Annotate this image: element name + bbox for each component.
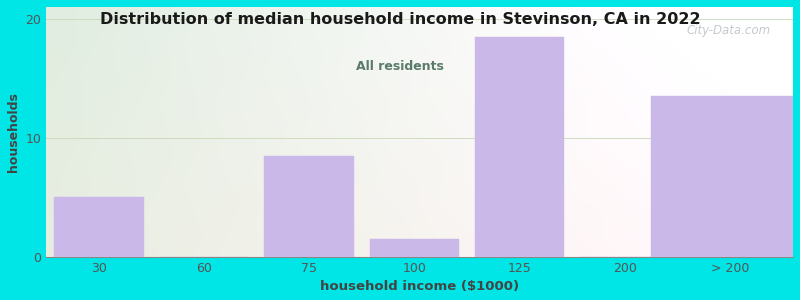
X-axis label: household income ($1000): household income ($1000) (320, 280, 519, 293)
Bar (265, 156, 354, 256)
Text: Distribution of median household income in Stevinson, CA in 2022: Distribution of median household income … (100, 12, 700, 27)
Bar (54, 197, 143, 256)
Bar (370, 239, 459, 256)
Y-axis label: households: households (7, 92, 20, 172)
Bar (475, 37, 564, 256)
Text: City-Data.com: City-Data.com (686, 24, 770, 38)
Bar (651, 96, 800, 256)
Text: All residents: All residents (356, 60, 444, 73)
